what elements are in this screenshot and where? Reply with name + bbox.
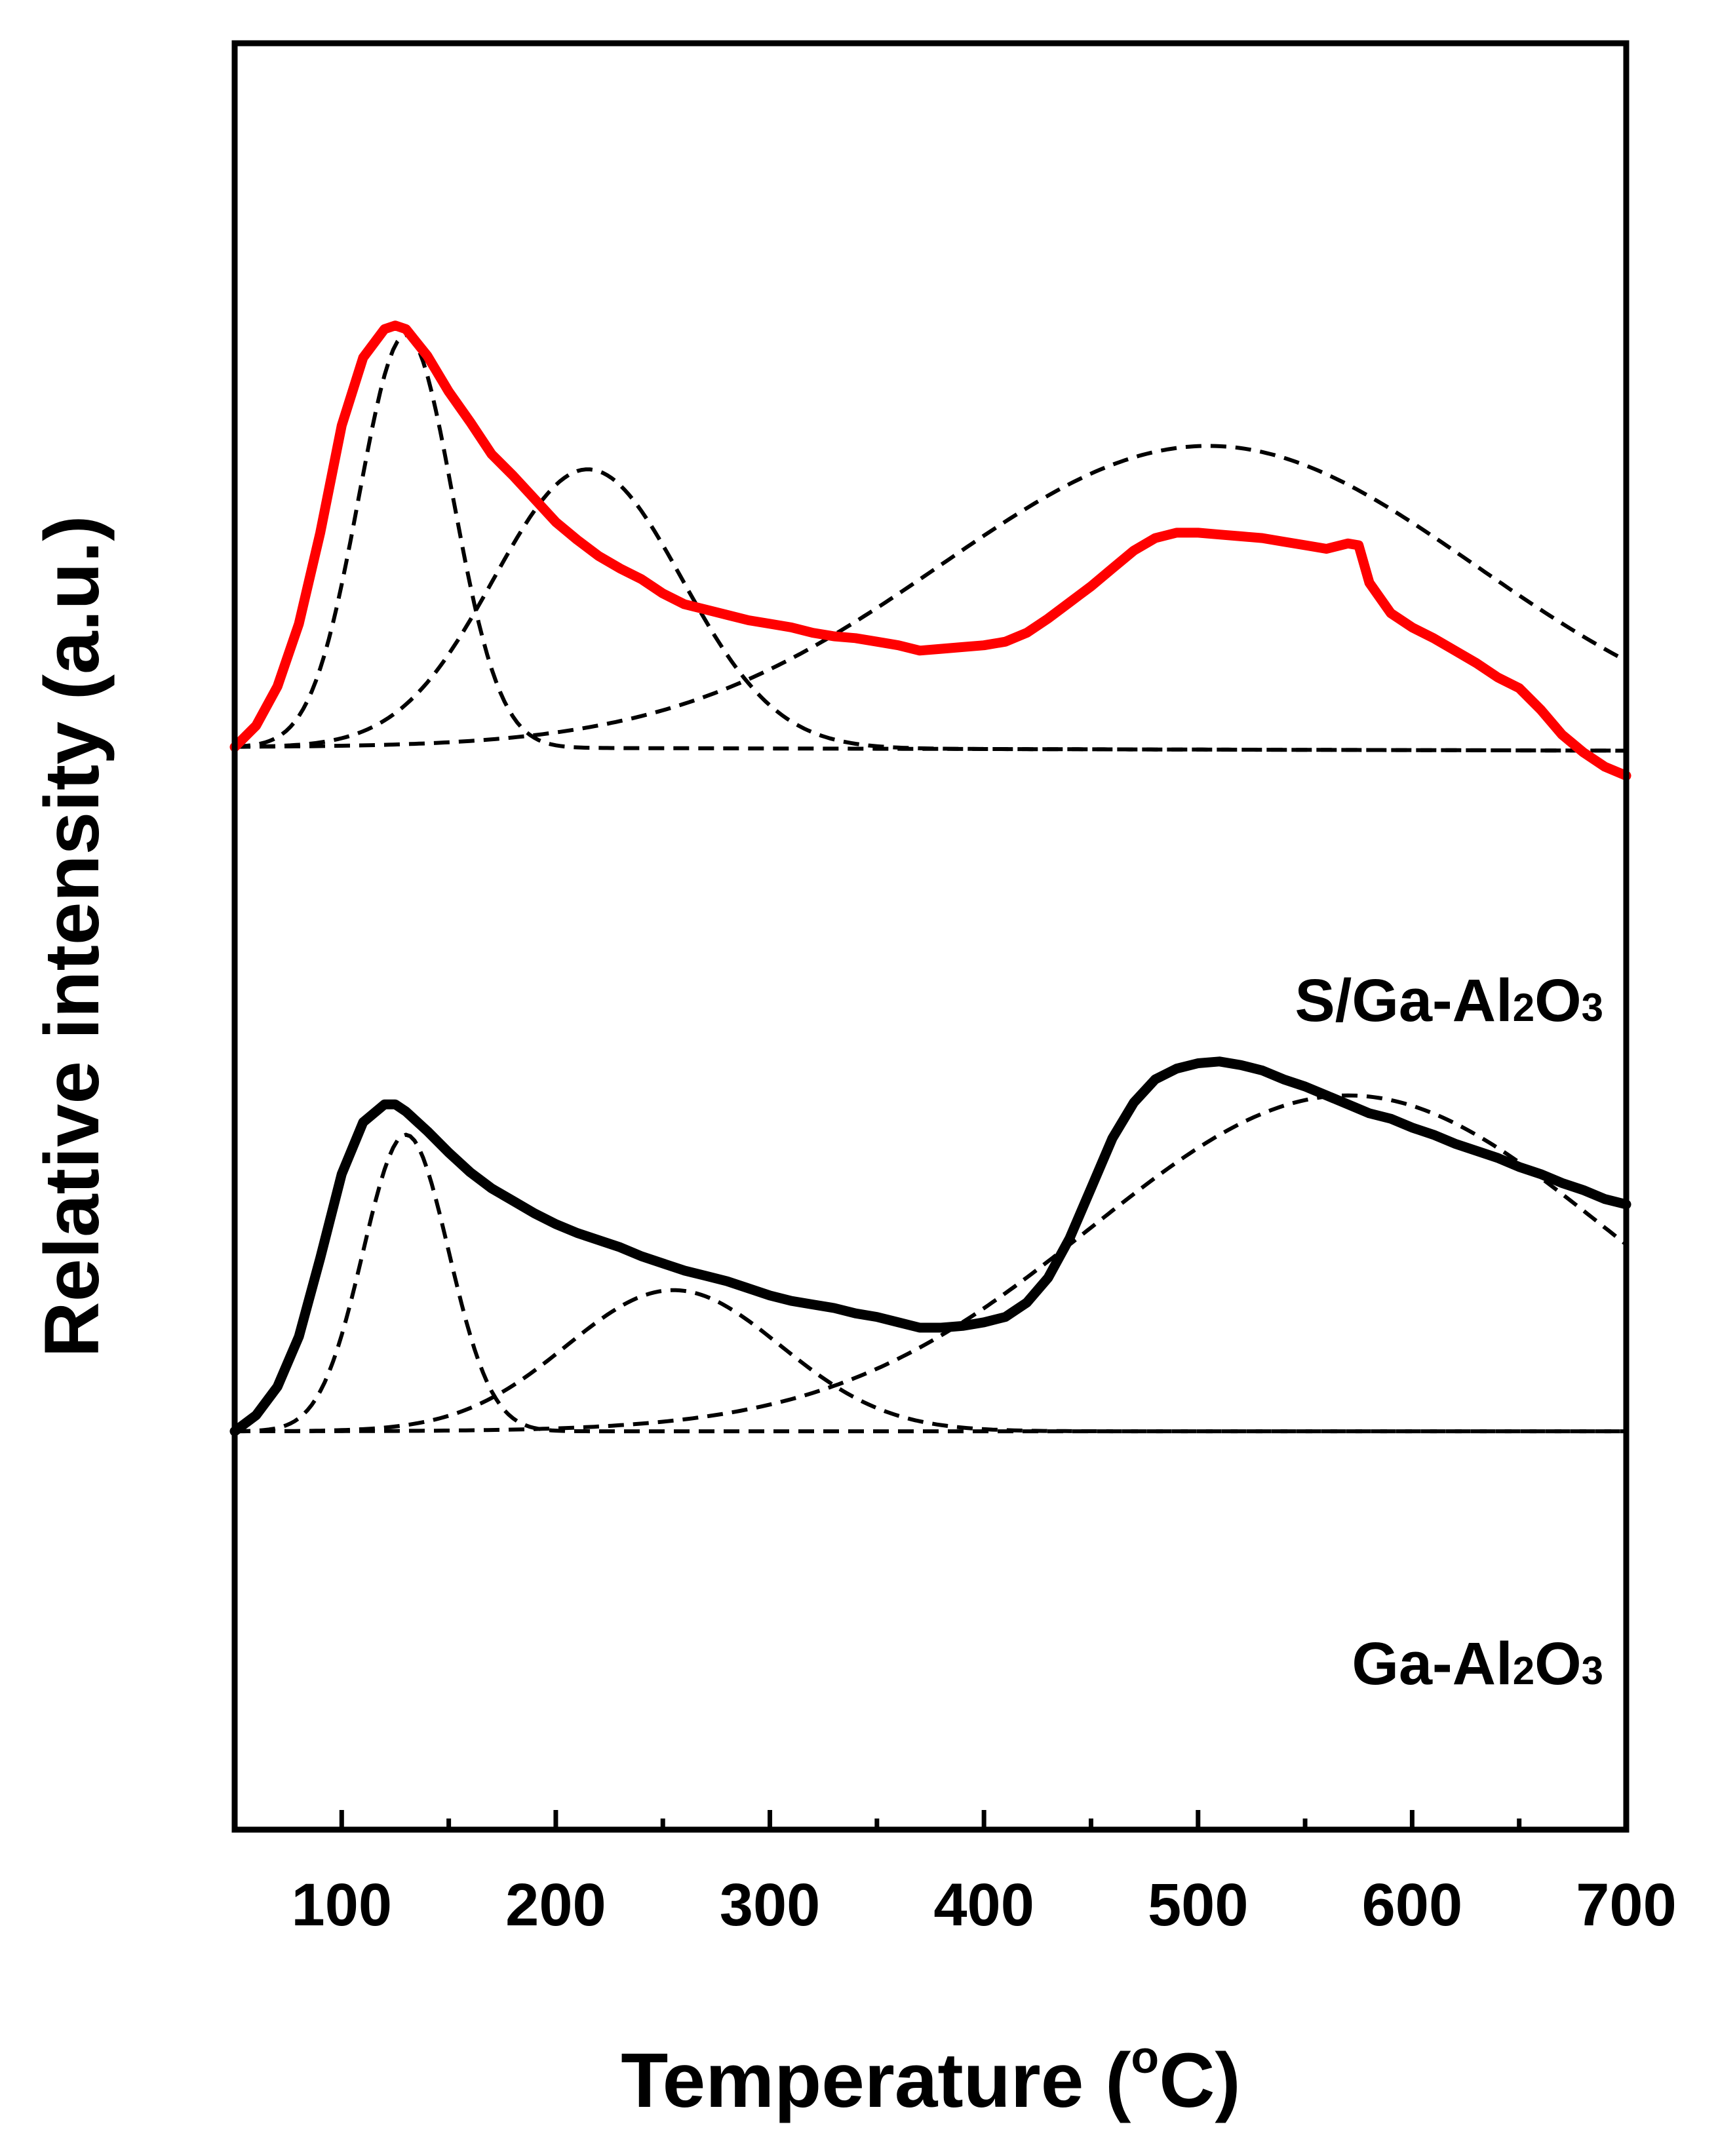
x-tick-label-600: 600 <box>1362 1872 1463 1938</box>
series-label-ga-al2o3: Ga-Al2O3 <box>1352 1630 1603 1697</box>
x-tick-label-200: 200 <box>505 1872 606 1938</box>
plot-frame <box>231 40 1630 1833</box>
fit-component-ga-al2o3-2 <box>234 1288 1626 1434</box>
measured-curve-ga-al2o3 <box>229 1056 1631 1436</box>
x-axis-ticks: 100 200 300 400 500 600 700 <box>292 1810 1677 1938</box>
series-label-s-ga-al2o3: S/Ga-Al2O3 <box>1295 967 1603 1034</box>
fit-component-s-ga-al2o3-3 <box>235 444 1628 749</box>
x-tick-label-100: 100 <box>292 1872 393 1938</box>
x-tick-label-500: 500 <box>1148 1872 1249 1938</box>
x-tick-label-300: 300 <box>720 1872 821 1938</box>
measured-curve-s-ga-al2o3 <box>229 320 1631 781</box>
x-axis-title: Temperature (oC) <box>621 2031 1240 2124</box>
fit-component-ga-al2o3-3 <box>235 1093 1628 1434</box>
y-axis-title: Relative intensity (a.u.) <box>29 515 115 1357</box>
plot-marks <box>229 320 1631 1436</box>
x-tick-label-700: 700 <box>1576 1872 1677 1938</box>
fit-component-ga-al2o3-1 <box>234 1132 1626 1434</box>
fit-component-s-ga-al2o3-2 <box>234 467 1626 753</box>
x-tick-label-400: 400 <box>933 1872 1034 1938</box>
